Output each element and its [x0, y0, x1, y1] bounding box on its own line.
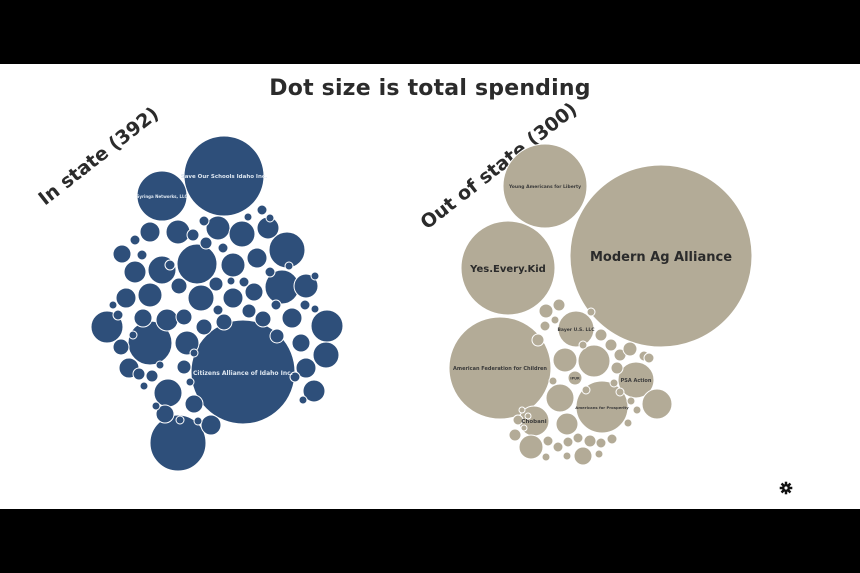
bubble-save-our-schools — [183, 135, 265, 217]
bubble-chart: Save Our Schools Idaho Inc. Syringa Netw… — [90, 135, 753, 472]
label-ipur: IPUR — [570, 377, 580, 381]
bubble-yes-every-kid — [460, 220, 556, 316]
gear-icon[interactable] — [779, 481, 793, 495]
label-save-our-schools: Save Our Schools Idaho Inc. — [181, 174, 268, 180]
in-state-bubbles — [90, 135, 344, 472]
bubble-american-federation-for-children — [448, 316, 552, 420]
out-state-bubbles — [448, 143, 753, 466]
label-psa-action: PSA Action — [621, 378, 652, 384]
bubble-psa-action — [617, 361, 655, 399]
bubble-bayer — [557, 310, 595, 348]
label-american-federation-for-children: American Federation for Children — [453, 366, 547, 372]
label-americans-for-prosperity: Americans for Prosperity — [575, 405, 629, 410]
label-citizens-alliance: Citizens Alliance of Idaho Inc. — [193, 370, 293, 377]
label-syringa: Syringa Networks, LLC — [136, 194, 187, 199]
bubble-modern-ag-alliance — [569, 164, 753, 348]
bubble-syringa — [136, 170, 188, 222]
label-modern-ag-alliance: Modern Ag Alliance — [590, 250, 732, 265]
in-state-bubble-labels: Save Our Schools Idaho Inc. Syringa Netw… — [136, 174, 292, 377]
label-young-americans-for-liberty: Young Americans for Liberty — [508, 184, 581, 190]
label-bayer: Bayer U.S. LLC — [557, 327, 595, 333]
bubble-americans-for-prosperity — [575, 380, 629, 434]
out-state-bubble-labels: Modern Ag Alliance Yes.Every.Kid America… — [453, 184, 732, 425]
bubble-young-americans-for-liberty — [502, 143, 588, 229]
bubble-ipur — [567, 370, 583, 386]
chart-canvas: Dot size is total spending In state (392… — [0, 64, 860, 509]
chart-title: Dot size is total spending — [269, 76, 591, 101]
label-chobani: Chobani — [521, 419, 546, 425]
label-yes-every-kid: Yes.Every.Kid — [469, 264, 546, 275]
